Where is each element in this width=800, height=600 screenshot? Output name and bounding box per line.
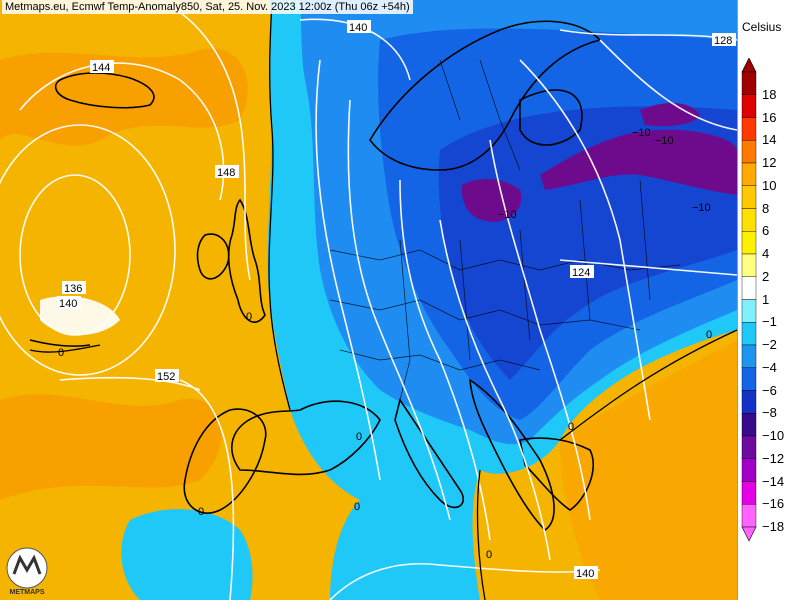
contour-label: 140 [349,22,367,34]
legend-tick-label: −8 [762,405,777,421]
legend-tick-label: 6 [762,223,770,239]
legend-tick-label: 1 [762,291,770,307]
legend-swatch [741,367,757,391]
legend-swatch [741,208,757,232]
contour-label: 148 [217,167,235,179]
cold-patch [121,509,253,600]
legend-tick-label: −6 [762,382,777,398]
weather-map: 140 144 148 136 140 152 128 124 0 0 0 0 … [0,0,737,600]
legend-colorbar [741,58,757,542]
contour-label: 0 [198,506,204,518]
legend-swatch [741,253,757,277]
contour-label: −10 [498,209,517,221]
legend-tick-label: −4 [762,359,777,375]
legend-tick-label: −10 [762,428,785,443]
legend-swatch [741,140,757,164]
legend-tick-label: 16 [762,109,777,125]
legend-tick-label: 2 [762,268,770,284]
contour-label: 0 [354,501,360,513]
contour-label: 140 [59,298,77,310]
contour-label: 128 [714,35,732,47]
contour-label: 0 [58,347,64,359]
legend-arrow-up [741,58,757,73]
contour-label: 124 [572,267,590,279]
legend-swatch [741,344,757,368]
contour-label-group: 140 144 148 136 140 152 128 124 0 0 0 0 … [57,20,736,580]
legend-swatch [741,504,757,528]
legend-tick-label: 14 [762,132,777,148]
legend-swatch [741,413,757,437]
legend-swatch [741,458,757,482]
legend-tick-label: 8 [762,200,770,216]
legend-tick-label: 18 [762,86,777,102]
legend-swatch [741,117,757,141]
contour-label: 0 [356,431,362,443]
warm-patch [560,340,737,600]
contour-label: 140 [576,568,594,580]
legend-unit: Celsius [742,20,782,34]
coastlines [29,20,602,532]
metmaps-logo: METMAPS [4,546,50,596]
legend-tick-label: −18 [762,519,785,534]
legend-swatch [741,322,757,346]
legend-tick-label: −12 [762,450,785,466]
legend-swatch [741,231,757,255]
legend-swatch [741,71,757,95]
warm-patch [0,48,248,146]
legend-swatch [741,276,757,300]
contour-label: 0 [246,311,252,323]
contour-label: −10 [692,202,711,214]
legend-swatch [741,162,757,186]
legend-tick-label: −1 [762,314,777,330]
geopotential-contours [0,0,737,600]
map-canvas: 140 144 148 136 140 152 128 124 0 0 0 0 … [0,0,737,600]
legend-swatch [741,185,757,209]
contour-label: −10 [632,127,651,139]
extreme-cold-core [540,129,737,195]
legend-tick-label: 12 [762,155,777,170]
legend-tick-label: 10 [762,177,777,193]
legend-tick-label: −16 [762,496,785,512]
legend-tick-label: 4 [762,246,770,261]
country-borders [329,59,681,401]
legend-swatch [741,299,757,323]
contour-label: 152 [157,371,175,383]
color-legend: Celsius 18 16 14 12 10 8 6 4 2 1 −1 −2 −4 −6 −8 −10 −12 −… [737,0,800,600]
contour-label: 136 [64,283,82,295]
legend-swatch [741,481,757,505]
contour-label: 0 [568,421,574,433]
legend-swatch [741,435,757,459]
legend-tick-label: −14 [762,473,785,489]
contour-label: 0 [706,329,712,341]
logo-text: METMAPS [10,589,45,596]
warm-patch [0,394,222,500]
legend-arrow-down [741,526,757,542]
legend-swatch [741,94,757,118]
legend-swatch [741,390,757,414]
contour-label: −10 [655,135,674,147]
legend-tick-label: −2 [762,337,777,352]
map-title: Metmaps.eu, Ecmwf Temp-Anomaly850, Sat, … [2,0,413,14]
extreme-cold-core [640,103,700,127]
contour-label: 144 [92,62,110,74]
contour-label: 0 [486,549,492,561]
zero-anomaly-contours [29,0,737,600]
